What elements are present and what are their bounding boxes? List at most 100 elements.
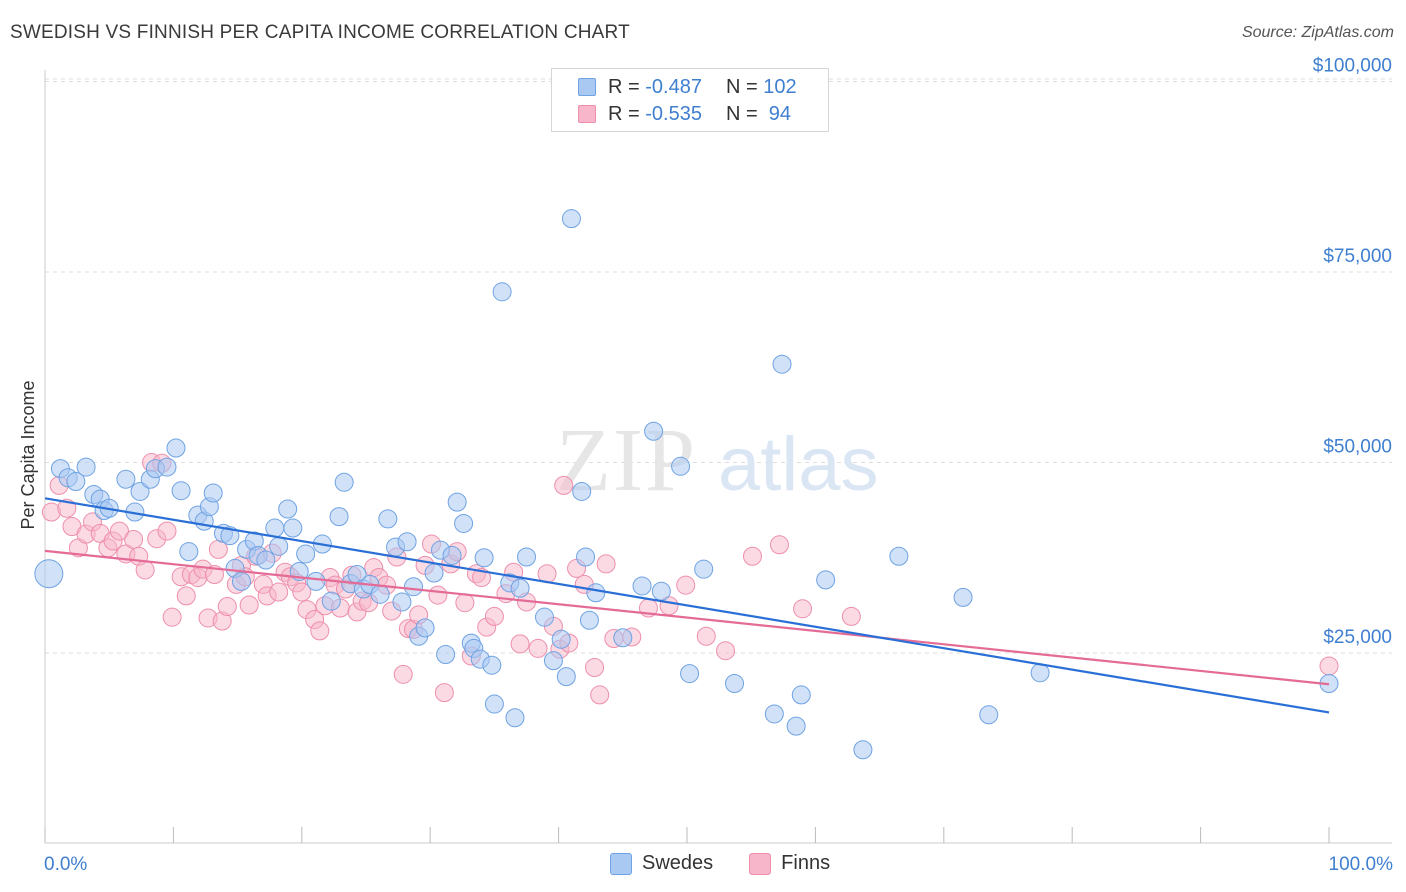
y-tick-label: $100,000	[1313, 56, 1392, 77]
swedes-point	[671, 456, 691, 476]
swedes-point	[321, 591, 341, 611]
swedes-point	[853, 740, 873, 760]
finns-point	[554, 475, 574, 495]
x-tick-label: 100.0%	[1329, 854, 1394, 875]
swedes-point	[157, 457, 177, 477]
legend-r-value-swedes: -0.487	[645, 75, 702, 98]
finns-point	[596, 554, 616, 574]
swedes-point	[816, 570, 836, 590]
swedes-point	[34, 559, 64, 589]
finns-point	[162, 607, 182, 627]
swedes-point	[613, 628, 633, 648]
legend-item-swedes[interactable]: Swedes	[610, 852, 713, 875]
finns-point	[716, 641, 736, 661]
swedes-point	[378, 509, 398, 529]
finns-point	[510, 634, 530, 654]
swedes-point	[492, 282, 512, 302]
finns-point	[239, 595, 259, 615]
swedes-point	[66, 472, 86, 492]
finns-point	[1319, 656, 1339, 676]
swedes-point	[474, 548, 494, 568]
swedes-point	[370, 584, 390, 604]
finns-point	[292, 582, 312, 602]
legend-r-label: R =	[608, 102, 646, 125]
swedes-point	[791, 685, 811, 705]
swedes-point	[283, 518, 303, 538]
swedes-point	[517, 547, 536, 567]
finns-point	[269, 582, 289, 602]
swedes-point	[424, 563, 444, 583]
swedes-point	[651, 581, 671, 601]
swedes-point	[329, 507, 349, 527]
swedes-point	[579, 610, 599, 630]
finns-point	[528, 638, 548, 658]
swedes-legend-swatch	[610, 852, 632, 875]
swedes-point	[644, 421, 664, 441]
swedes-point	[505, 708, 525, 728]
swedes-point	[454, 513, 474, 533]
swedes-point	[203, 483, 223, 503]
swedes-trend-line	[44, 497, 1330, 714]
swedes-point	[586, 583, 606, 603]
finns-trend-line	[44, 549, 1330, 686]
legend-r-value-finns: -0.535	[645, 102, 702, 125]
watermark-atlas: atlas	[718, 422, 879, 507]
swedes-points	[34, 209, 1339, 760]
swedes-point	[632, 576, 652, 596]
swedes-point	[296, 544, 316, 564]
series-legend: Swedes Finns	[610, 852, 866, 875]
swedes-point	[220, 526, 240, 546]
swedes-point	[278, 499, 298, 519]
axis-layer: $25,000 $50,000 $75,000 $100,000 0.0% 100.0%	[44, 56, 1393, 876]
legend-row-swedes: R = -0.487 N = 102	[552, 73, 797, 101]
finns-swatch	[578, 105, 596, 123]
swedes-point	[130, 481, 150, 501]
swedes-point	[764, 704, 784, 724]
legend-r-label: R =	[608, 75, 646, 98]
swedes-point	[979, 705, 999, 725]
finns-point	[428, 585, 448, 605]
swedes-point	[534, 607, 554, 627]
swedes-point	[694, 559, 714, 579]
finns-point	[135, 560, 155, 580]
finns-point	[742, 546, 762, 566]
swedes-point	[953, 587, 973, 607]
swedes-point	[334, 472, 354, 492]
swedes-point	[556, 667, 576, 687]
legend-label-finns: Finns	[781, 852, 831, 874]
finns-point	[585, 657, 605, 677]
finns-point	[393, 664, 413, 684]
legend-n-value-swedes: 102	[763, 75, 797, 98]
watermark: ZIP atlas	[556, 411, 879, 510]
swedes-point	[442, 545, 462, 565]
y-tick-label: $50,000	[1323, 437, 1392, 458]
swedes-point	[171, 481, 191, 501]
swedes-point	[166, 438, 186, 458]
chart-title: SWEDISH VS FINNISH PER CAPITA INCOME COR…	[10, 22, 630, 43]
y-axis-label: Per Capita Income	[18, 380, 38, 529]
swedes-point	[436, 645, 456, 665]
legend-row-finns: R = -0.535 N = 94	[552, 100, 791, 128]
finns-point	[696, 626, 716, 646]
swedes-point	[543, 651, 563, 671]
legend-label-swedes: Swedes	[642, 852, 714, 874]
swedes-point	[680, 664, 700, 684]
finns-point	[434, 683, 454, 703]
swedes-point	[231, 571, 251, 591]
swedes-point	[415, 618, 435, 638]
swedes-point	[76, 457, 96, 477]
swedes-point	[179, 542, 199, 562]
finns-point	[676, 575, 696, 595]
legend-item-finns[interactable]: Finns	[749, 852, 830, 875]
x-tick-label: 0.0%	[44, 854, 87, 875]
source-label: Source: ZipAtlas.com	[1241, 24, 1394, 41]
y-tick-label: $75,000	[1323, 246, 1392, 267]
finns-point	[124, 529, 144, 549]
swedes-point	[725, 673, 745, 693]
finns-point	[455, 593, 475, 613]
y-tick-label: $25,000	[1323, 627, 1392, 648]
finns-point	[176, 586, 196, 606]
swedes-point	[1030, 663, 1050, 683]
finns-point	[472, 568, 492, 588]
